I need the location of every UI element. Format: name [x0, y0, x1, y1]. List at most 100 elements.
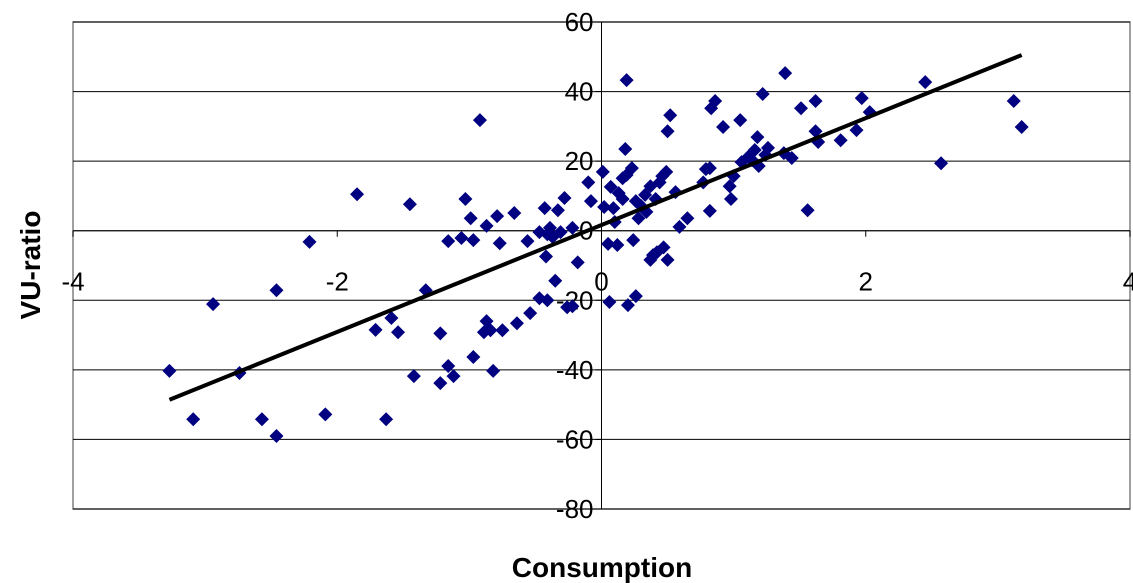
x-tick-label: 4 — [1123, 267, 1133, 297]
point — [557, 191, 572, 206]
point — [565, 220, 580, 235]
point — [269, 428, 284, 443]
point — [597, 200, 612, 215]
point — [466, 233, 481, 248]
point — [833, 133, 848, 148]
point — [656, 240, 671, 255]
point — [708, 93, 723, 108]
point — [595, 164, 610, 179]
point — [663, 108, 678, 123]
point — [553, 225, 568, 240]
point — [537, 201, 552, 216]
point — [433, 326, 448, 341]
point — [581, 175, 596, 190]
point — [463, 211, 478, 226]
y-axis-title: VU-ratio — [15, 211, 46, 320]
point — [750, 130, 765, 145]
y-tick-label: -80 — [556, 494, 594, 524]
point — [565, 299, 580, 314]
point — [550, 203, 565, 218]
point — [384, 311, 399, 326]
point — [808, 124, 823, 139]
point — [620, 298, 635, 313]
point — [747, 143, 762, 158]
point — [570, 255, 585, 270]
point — [350, 187, 365, 202]
point — [794, 101, 809, 116]
point — [624, 161, 639, 176]
point — [755, 87, 770, 102]
x-tick-label: -2 — [326, 267, 349, 297]
point — [441, 234, 456, 249]
point — [1006, 93, 1021, 108]
y-tick-label: -40 — [556, 355, 594, 385]
point — [379, 412, 394, 427]
point — [660, 124, 675, 139]
point — [507, 205, 522, 220]
point — [206, 297, 221, 312]
point — [626, 233, 641, 248]
point — [603, 179, 618, 194]
point — [784, 151, 799, 166]
point — [618, 141, 633, 156]
point — [680, 211, 695, 226]
x-tick-label: 2 — [859, 267, 873, 297]
point — [520, 234, 535, 249]
y-tick-label: 20 — [565, 146, 594, 176]
point — [733, 113, 748, 128]
point — [660, 252, 675, 267]
point — [849, 123, 864, 138]
y-tick-label: -60 — [556, 424, 594, 454]
point — [778, 66, 793, 81]
point — [483, 323, 498, 338]
point — [446, 369, 461, 384]
point — [659, 164, 674, 179]
point — [368, 322, 383, 337]
point — [619, 73, 634, 88]
point — [302, 234, 317, 249]
point — [702, 203, 717, 218]
trendline — [168, 53, 1023, 402]
point — [539, 249, 554, 264]
point — [254, 412, 269, 427]
point — [402, 197, 417, 212]
point — [495, 323, 510, 338]
point — [610, 237, 625, 252]
point — [672, 219, 687, 234]
x-tick-label: -4 — [61, 267, 84, 297]
point — [548, 273, 563, 288]
point — [918, 75, 933, 90]
point — [808, 93, 823, 108]
y-tick-label: 40 — [565, 77, 594, 107]
point — [318, 407, 333, 422]
point — [486, 363, 501, 378]
point — [441, 359, 456, 374]
point — [723, 192, 738, 207]
point — [615, 192, 630, 207]
point — [760, 140, 775, 155]
point — [433, 376, 448, 391]
point — [606, 201, 621, 216]
point — [602, 295, 617, 310]
point — [509, 316, 524, 331]
point — [186, 412, 201, 427]
point — [391, 325, 406, 340]
point — [583, 194, 598, 209]
point — [492, 236, 507, 251]
point — [934, 156, 949, 171]
point — [454, 231, 469, 246]
point — [162, 363, 177, 378]
point — [716, 120, 731, 135]
point — [854, 91, 869, 106]
point — [702, 161, 717, 176]
point — [406, 369, 421, 384]
point — [540, 293, 555, 308]
point — [472, 113, 487, 128]
point — [458, 192, 473, 207]
point — [490, 209, 505, 224]
point — [466, 349, 481, 364]
point — [722, 179, 737, 194]
point — [800, 203, 815, 218]
